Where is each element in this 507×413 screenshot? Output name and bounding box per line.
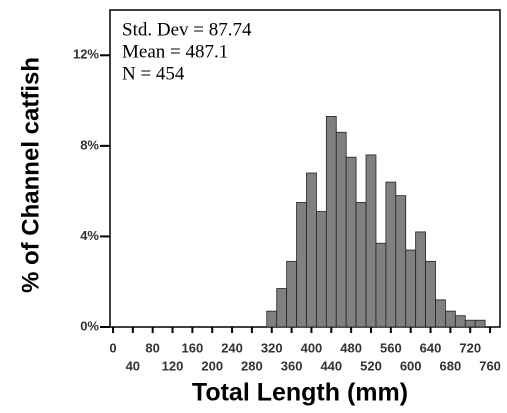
bar [415,231,426,328]
x-tick-label: 320 [261,340,283,355]
x-tick-label: 480 [340,340,362,355]
x-tick-label: 680 [440,358,462,373]
bar [435,299,446,328]
x-tick-label: 400 [301,340,323,355]
x-tick-label: 720 [459,340,481,355]
x-tick-label: 600 [400,358,422,373]
bar [395,195,407,328]
x-tick-label: 360 [281,358,303,373]
y-tick-label: 0% [80,318,99,333]
annotation: Mean = 487.1 [122,41,228,62]
bar [365,154,377,328]
x-tick-label: 760 [479,358,501,373]
y-tick-label: 8% [80,137,99,152]
x-tick-label: 560 [380,340,402,355]
bar [454,315,466,328]
y-tick-label: 12% [73,47,99,62]
y-axis-label: % of Channel catfish [17,57,44,293]
bar [405,249,417,328]
x-axis-label: Total Length (mm) [192,379,408,407]
x-tick-label: 80 [145,340,159,355]
y-tick-label: 4% [80,228,99,243]
annotation: N = 454 [122,63,185,84]
x-tick-label: 640 [420,340,442,355]
bar [445,310,456,328]
bar [316,211,327,328]
bar [276,288,288,328]
bar [474,319,486,328]
bar [385,181,397,328]
bar [345,156,357,328]
bar [355,202,367,328]
annotation: Std. Dev = 87.74 [122,19,252,40]
bar [286,260,297,328]
x-tick-label: 240 [221,340,243,355]
x-tick-label: 120 [162,358,184,373]
x-tick-label: 200 [201,358,223,373]
bar [266,310,278,328]
bar [306,172,317,328]
bar [464,319,476,328]
x-tick-label: 520 [360,358,382,373]
bar [335,131,347,328]
x-tick-label: 0 [109,340,116,355]
x-tick-label: 440 [320,358,342,373]
bar [296,202,307,328]
bar [325,116,337,328]
x-tick-label: 160 [182,340,204,355]
x-tick-label: 40 [126,358,140,373]
bar [375,242,387,328]
x-tick-label: 280 [241,358,263,373]
bar [425,260,436,328]
